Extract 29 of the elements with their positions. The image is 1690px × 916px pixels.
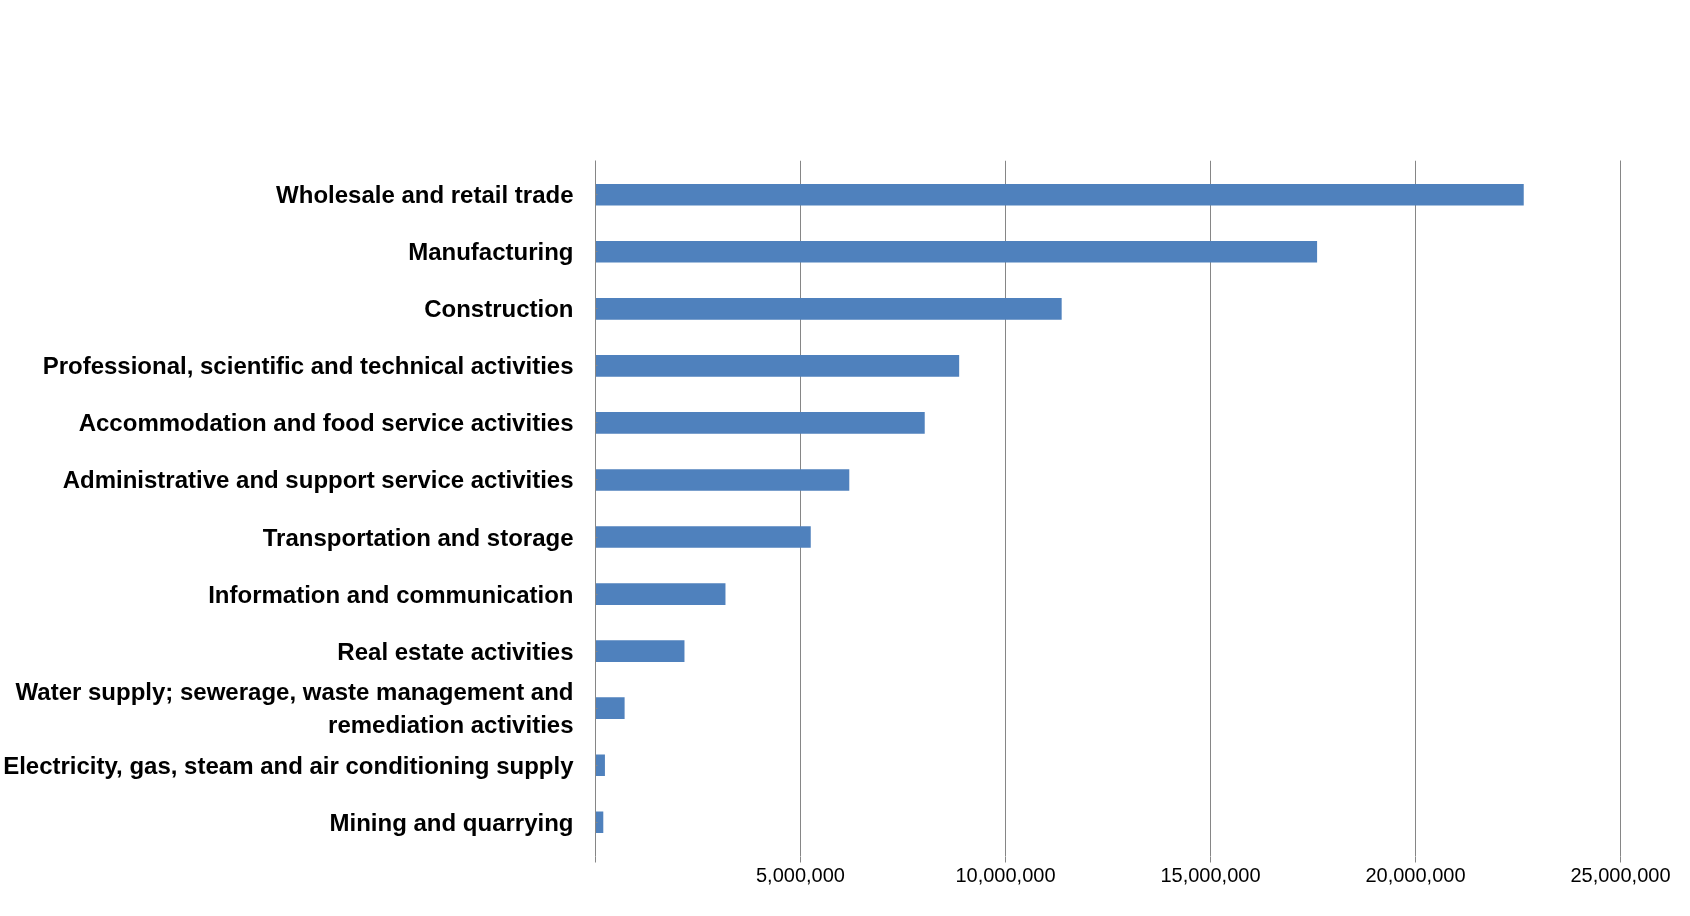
bar bbox=[595, 526, 811, 548]
y-tick-label: Wholesale and retail trade bbox=[276, 181, 574, 209]
bar bbox=[595, 697, 625, 720]
bar bbox=[595, 240, 1318, 263]
bar bbox=[595, 469, 850, 491]
x-tick-label: 15,000,000 bbox=[1160, 863, 1261, 886]
y-tick-label: Real estate activities bbox=[337, 637, 574, 665]
bar bbox=[595, 412, 925, 434]
y-tick-label: Transportation and storage bbox=[262, 523, 574, 551]
y-tick-label: Electricity, gas, steam and air conditioning supply bbox=[3, 751, 575, 779]
bar bbox=[595, 183, 1524, 206]
y-tick-label: Manufacturing bbox=[408, 238, 574, 266]
x-tick-label: 10,000,000 bbox=[955, 863, 1056, 886]
y-tick-label: Water supply; sewerage, waste management and remediation activities bbox=[15, 678, 574, 738]
bar bbox=[595, 583, 726, 605]
x-tick-label: 20,000,000 bbox=[1365, 863, 1466, 886]
bar bbox=[595, 754, 605, 777]
x-tick-label: 25,000,000 bbox=[1570, 863, 1671, 886]
bar bbox=[595, 640, 685, 662]
bar bbox=[595, 811, 604, 834]
y-tick-label: Accommodation and food service activities bbox=[78, 409, 574, 437]
y-tick-label: Information and communication bbox=[208, 580, 574, 608]
x-tick-label: 5,000,000 bbox=[756, 863, 845, 886]
y-tick-label: Administrative and support service activities bbox=[62, 466, 574, 494]
y-tick-label: Mining and quarrying bbox=[329, 808, 574, 836]
bar bbox=[595, 297, 1062, 320]
bar bbox=[595, 355, 960, 377]
y-tick-label: Construction bbox=[424, 295, 574, 323]
y-tick-label: Professional, scientific and technical activities bbox=[42, 352, 574, 380]
